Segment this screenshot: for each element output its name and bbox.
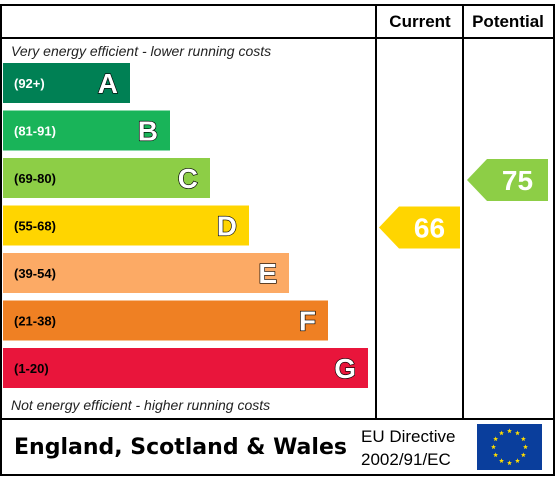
current-header: Current: [389, 12, 451, 31]
flag-star: [491, 444, 496, 450]
band-c-letter: C: [178, 163, 198, 194]
flag-star: [515, 458, 520, 463]
band-e-letter: E: [258, 258, 277, 289]
flag-star: [493, 436, 499, 442]
band-a-letter: A: [98, 68, 118, 99]
band-b-bar: [3, 110, 170, 151]
band-e-bar: [3, 253, 289, 293]
flag-star: [520, 452, 526, 458]
band-c-bar: [3, 158, 210, 198]
band-d-range: (55-68): [14, 219, 56, 234]
current-rating-value: 66: [414, 213, 445, 244]
potential-header: Potential: [472, 12, 544, 31]
band-b-letter: B: [138, 116, 158, 147]
band-e-range: (39-54): [14, 266, 56, 281]
band-f-letter: F: [299, 306, 316, 337]
directive-line-1: EU Directive: [361, 427, 455, 446]
flag-star: [520, 436, 526, 442]
flag-star: [515, 430, 520, 436]
band-a-bar: [3, 63, 130, 103]
region-label: England, Scotland & Wales: [14, 435, 347, 460]
flag-star: [499, 458, 504, 463]
flag-star: [523, 444, 528, 450]
flag-star: [499, 430, 504, 436]
top-note: Very energy efficient - lower running co…: [11, 43, 271, 59]
flag-star: [507, 460, 512, 466]
band-a-range: (92+): [14, 76, 45, 91]
directive-line-2: 2002/91/EC: [361, 450, 451, 469]
flag-star: [493, 452, 499, 458]
rating-bands: (92+) A (81-91) B (69-80) C (55-68) D (39-54) E (2…: [3, 63, 368, 388]
band-d-bar: [3, 205, 249, 246]
potential-rating-arrow: [467, 159, 548, 201]
flag-star: [507, 428, 512, 434]
band-d-letter: D: [217, 211, 237, 242]
band-b-range: (81-91): [14, 124, 56, 139]
eu-flag-icon: [477, 424, 542, 470]
bottom-note: Not energy efficient - higher running co…: [11, 397, 270, 413]
band-f-bar: [3, 300, 328, 341]
band-f-range: (21-38): [14, 314, 56, 329]
band-g-letter: G: [334, 353, 356, 384]
band-g-range: (1-20): [14, 361, 49, 376]
rating-markers: 66 75: [379, 159, 548, 249]
band-c-range: (69-80): [14, 171, 56, 186]
band-g-bar: [3, 348, 368, 388]
potential-rating-value: 75: [502, 165, 533, 196]
current-rating-arrow: [379, 206, 460, 249]
